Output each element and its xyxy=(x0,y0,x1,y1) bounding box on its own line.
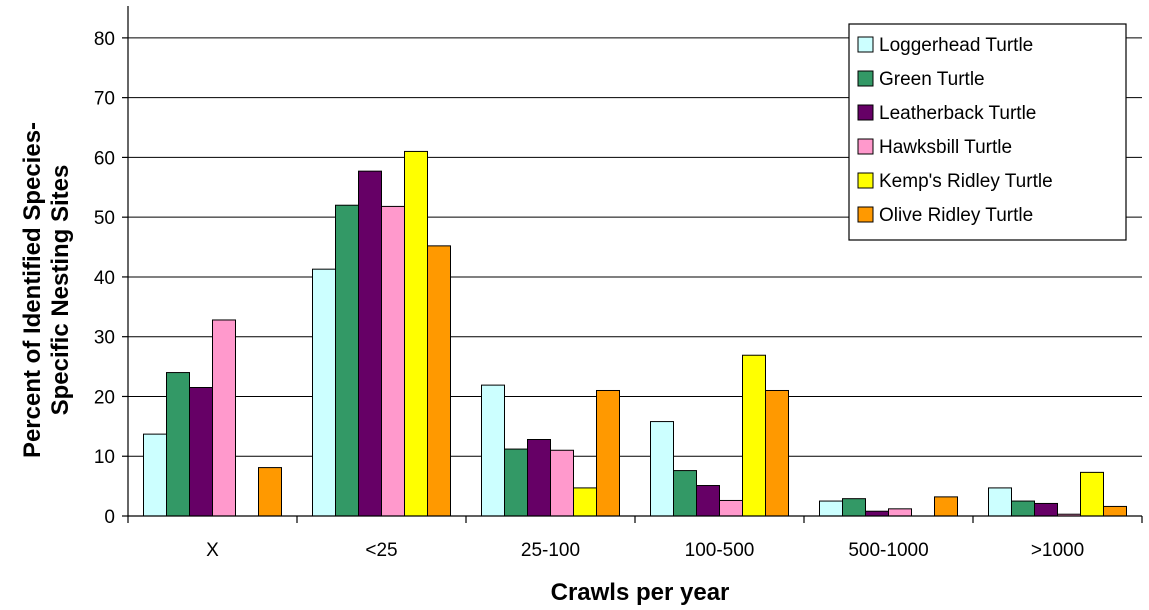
bar xyxy=(381,205,405,517)
legend-label: Green Turtle xyxy=(879,69,985,90)
y-tick-label: 80 xyxy=(94,29,115,50)
bar xyxy=(719,499,743,517)
legend-swatch xyxy=(857,36,874,53)
bar xyxy=(934,496,958,517)
legend-box xyxy=(848,23,1127,241)
legend: Loggerhead Turtle Green Turtle Leatherback… xyxy=(848,23,1127,241)
legend-label: Kemp's Ridley Turtle xyxy=(879,171,1053,192)
bar xyxy=(573,487,597,517)
bar xyxy=(696,485,720,517)
y-tick-label: 20 xyxy=(94,387,115,408)
bar xyxy=(888,508,912,517)
x-tick-label: <25 xyxy=(365,540,397,561)
x-tick-label: 25-100 xyxy=(521,540,580,561)
y-tick-label: 10 xyxy=(94,447,115,468)
x-tick-labels: X <25 25-100 100-500 500-1000 >1000 xyxy=(206,540,1084,561)
legend-swatch xyxy=(857,104,874,121)
bar xyxy=(742,354,766,517)
legend-swatch xyxy=(857,172,874,189)
bar xyxy=(865,510,889,517)
bar xyxy=(1034,502,1058,517)
bar xyxy=(842,498,866,517)
bar xyxy=(1080,471,1104,517)
legend-label: Olive Ridley Turtle xyxy=(879,205,1033,226)
bar xyxy=(427,245,451,517)
y-axis-title: Percent of Identified Species- Specific … xyxy=(19,122,74,458)
bar xyxy=(312,268,336,517)
y-tick-labels: 0 10 20 30 40 50 60 70 80 xyxy=(94,29,115,528)
y-tick-label: 30 xyxy=(94,328,115,349)
bar xyxy=(596,389,620,517)
legend-label: Leatherback Turtle xyxy=(879,103,1036,124)
bar xyxy=(189,387,213,517)
bar xyxy=(1011,500,1035,517)
bar xyxy=(258,467,282,517)
x-axis-title: Crawls per year xyxy=(551,579,730,606)
axes xyxy=(122,6,1143,523)
y-tick-label: 50 xyxy=(94,208,115,229)
y-tick-label: 60 xyxy=(94,148,115,169)
legend-label: Loggerhead Turtle xyxy=(879,35,1033,56)
legend-label: Hawksbill Turtle xyxy=(879,137,1012,158)
bar xyxy=(819,500,843,517)
bar xyxy=(404,150,428,517)
bar xyxy=(504,448,528,517)
bar xyxy=(1103,505,1127,517)
bars xyxy=(143,150,1127,517)
bar xyxy=(527,439,551,517)
bar xyxy=(550,449,574,517)
bar xyxy=(988,487,1012,517)
legend-swatch xyxy=(857,138,874,155)
x-tick-label: >1000 xyxy=(1031,540,1084,561)
bar xyxy=(481,384,505,517)
bar xyxy=(166,372,190,517)
x-tick-label: X xyxy=(206,540,219,561)
legend-swatch xyxy=(857,70,874,87)
gridlines xyxy=(128,37,1142,457)
y-axis-title-line-1: Percent of Identified Species- xyxy=(19,122,46,458)
bar xyxy=(212,319,236,517)
y-tick-label: 40 xyxy=(94,268,115,289)
x-tick-label: 100-500 xyxy=(685,540,755,561)
y-axis-title-line-2: Specific Nesting Sites xyxy=(47,165,74,416)
bar xyxy=(673,470,697,517)
bar xyxy=(143,433,167,517)
bar xyxy=(335,204,359,517)
x-tick-label: 500-1000 xyxy=(848,540,928,561)
y-tick-label: 70 xyxy=(94,89,115,110)
legend-swatch xyxy=(857,206,874,223)
bar xyxy=(765,389,789,517)
bar xyxy=(358,170,382,517)
y-tick-label: 0 xyxy=(104,507,115,528)
bar xyxy=(650,421,674,517)
